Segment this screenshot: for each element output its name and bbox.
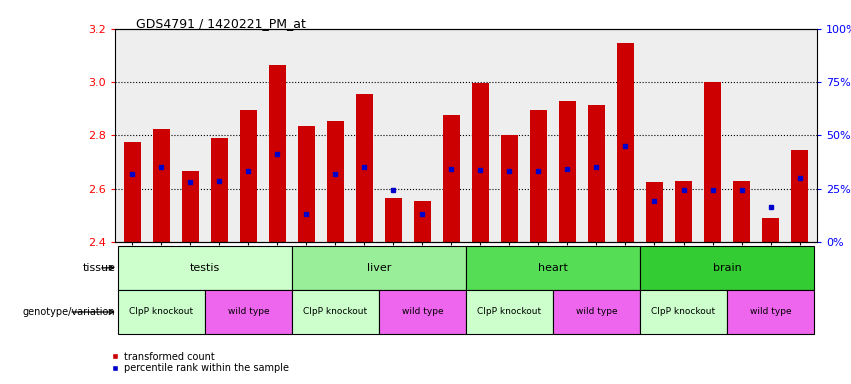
Bar [152, 129, 170, 242]
Text: wild type: wild type [575, 308, 617, 316]
Bar [640, 246, 814, 290]
Text: tissue: tissue [83, 263, 116, 273]
Bar [205, 290, 292, 334]
Bar [559, 101, 576, 242]
Bar [298, 126, 315, 242]
Text: ClpP knockout: ClpP knockout [477, 308, 541, 316]
Bar [269, 65, 286, 242]
Text: liver: liver [367, 263, 391, 273]
Text: GDS4791 / 1420221_PM_at: GDS4791 / 1420221_PM_at [136, 17, 306, 30]
Text: heart: heart [538, 263, 568, 273]
Bar [733, 180, 751, 242]
Text: wild type: wild type [750, 308, 791, 316]
Bar [640, 290, 727, 334]
Bar [465, 290, 553, 334]
Text: genotype/variation: genotype/variation [23, 307, 116, 317]
Bar [675, 180, 692, 242]
Text: ClpP knockout: ClpP knockout [652, 308, 716, 316]
Bar [762, 218, 780, 242]
Bar [617, 43, 634, 242]
Bar [292, 290, 379, 334]
Bar [210, 138, 228, 242]
Bar [327, 121, 344, 242]
Bar [646, 182, 663, 242]
Bar [704, 82, 721, 242]
Bar [181, 171, 199, 242]
Bar [465, 246, 640, 290]
Bar [379, 290, 465, 334]
Text: wild type: wild type [227, 308, 269, 316]
Bar [385, 198, 402, 242]
Bar [117, 246, 292, 290]
Bar [727, 290, 814, 334]
Bar [292, 246, 465, 290]
Bar [443, 115, 460, 242]
Bar [240, 110, 257, 242]
Text: ClpP knockout: ClpP knockout [303, 308, 368, 316]
Legend: transformed count, percentile rank within the sample: transformed count, percentile rank withi… [107, 348, 293, 377]
Bar [123, 142, 141, 242]
Text: testis: testis [190, 263, 220, 273]
Bar [117, 290, 205, 334]
Bar [414, 200, 431, 242]
Bar [529, 110, 547, 242]
Bar [356, 94, 373, 242]
Text: wild type: wild type [402, 308, 443, 316]
Bar [588, 105, 605, 242]
Text: brain: brain [712, 263, 741, 273]
Bar [500, 136, 518, 242]
Text: ClpP knockout: ClpP knockout [129, 308, 193, 316]
Bar [791, 150, 808, 242]
Bar [553, 290, 640, 334]
Bar [471, 83, 489, 242]
